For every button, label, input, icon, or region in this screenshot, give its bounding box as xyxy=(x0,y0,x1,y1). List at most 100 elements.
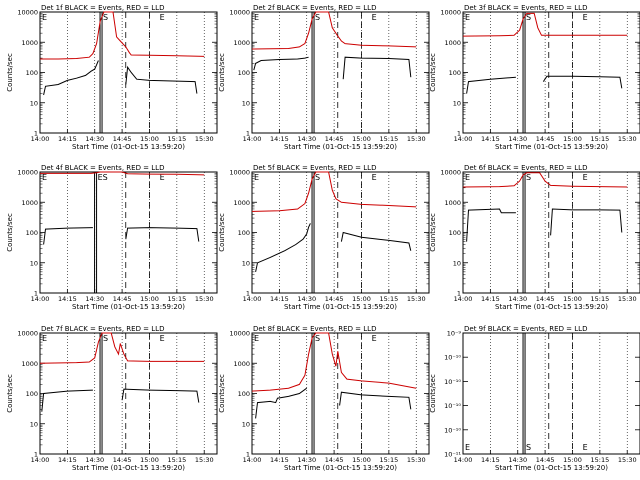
x-tick-label: 14:15 xyxy=(270,135,289,143)
x-tick-label: 14:45 xyxy=(536,295,555,303)
plot-frame xyxy=(462,171,640,294)
x-axis-label: Start Time (01-Oct-15 13:59:20) xyxy=(284,303,397,311)
interval-marker-label: S xyxy=(526,13,531,22)
x-tick-label: 15:00 xyxy=(352,135,371,143)
x-tick-label: 15:15 xyxy=(379,135,398,143)
series-line-events xyxy=(253,56,412,80)
y-tick-label: 1 xyxy=(246,290,250,298)
y-tick-label: 10⁻¹⁰ xyxy=(444,378,461,386)
y-tick-label: 1000 xyxy=(21,360,38,368)
series-line-events xyxy=(41,388,200,412)
chart-panel: Det 7f BLACK = Events, RED = LLD 14:00 14:… xyxy=(6,325,218,472)
interval-marker-label: E xyxy=(372,13,377,22)
interval-marker-label: E xyxy=(160,13,165,22)
series-line-lld xyxy=(251,11,417,50)
x-tick-label: 15:00 xyxy=(140,295,159,303)
series-line-lld xyxy=(462,12,628,37)
x-tick-label: 14:30 xyxy=(508,295,527,303)
x-tick-label: 14:30 xyxy=(297,456,316,464)
y-tick-label: 10000 xyxy=(17,330,38,338)
x-tick-label: 14:45 xyxy=(536,456,555,464)
plot-frame xyxy=(462,332,640,455)
x-tick-label: 15:30 xyxy=(618,456,637,464)
chart-panel: Det 3f BLACK = Events, RED = LLD 14:00 14:… xyxy=(429,4,640,151)
y-tick-label: 10 xyxy=(453,99,461,107)
chart-title: Det 5f BLACK = Events, RED = LLD xyxy=(253,164,376,172)
x-tick-label: 14:15 xyxy=(58,295,77,303)
y-tick-label: 10 xyxy=(242,99,250,107)
series-line-events xyxy=(466,75,623,94)
chart-panel: Det 8f BLACK = Events, RED = LLD 14:00 14:… xyxy=(218,325,430,472)
y-tick-label: 10 xyxy=(30,259,38,267)
x-tick-label: 15:15 xyxy=(167,295,186,303)
y-axis-label: Counts/sec xyxy=(218,53,226,92)
x-tick-label: 14:45 xyxy=(113,295,132,303)
x-tick-label: 15:30 xyxy=(195,135,214,143)
y-axis-label: Counts/sec xyxy=(429,53,437,92)
x-tick-label: 14:45 xyxy=(113,456,132,464)
interval-marker-label: E xyxy=(465,173,470,182)
y-tick-label: 1000 xyxy=(444,39,461,47)
x-tick-label: 14:00 xyxy=(243,135,262,143)
x-axis-label: Start Time (01-Oct-15 13:59:20) xyxy=(284,464,397,472)
x-tick-label: 15:30 xyxy=(407,295,426,303)
y-tick-label: 10000 xyxy=(229,330,250,338)
x-axis-label: Start Time (01-Oct-15 13:59:20) xyxy=(284,143,397,151)
interval-marker-label: E xyxy=(372,334,377,343)
series-line-lld xyxy=(40,171,205,176)
interval-marker-label: S xyxy=(315,13,320,22)
y-axis-label: Counts/sec xyxy=(218,374,226,413)
y-axis-label: Counts/sec xyxy=(6,213,14,252)
interval-marker-label: S xyxy=(526,173,531,182)
x-tick-label: 14:15 xyxy=(481,135,500,143)
x-tick-label: 14:00 xyxy=(454,456,473,464)
x-tick-label: 14:00 xyxy=(31,295,50,303)
chart-title: Det 2f BLACK = Events, RED = LLD xyxy=(253,4,376,12)
x-tick-label: 14:30 xyxy=(297,295,316,303)
y-tick-label: 10000 xyxy=(440,169,461,177)
y-tick-label: 100 xyxy=(238,69,250,77)
chart-title: Det 8f BLACK = Events, RED = LLD xyxy=(253,325,376,333)
x-tick-label: 15:00 xyxy=(563,456,582,464)
x-tick-label: 15:00 xyxy=(352,295,371,303)
x-tick-label: 15:30 xyxy=(195,295,214,303)
plot-frame xyxy=(251,11,430,134)
interval-marker-label: E xyxy=(583,13,588,22)
series-line-lld xyxy=(251,332,417,392)
interval-marker-label: E xyxy=(583,443,588,452)
x-tick-label: 14:15 xyxy=(58,456,77,464)
chart-panel: Det 2f BLACK = Events, RED = LLD 14:00 14:… xyxy=(218,4,430,151)
chart-title: Det 9f BLACK = Events, RED = LLD xyxy=(464,325,587,333)
plot-frame xyxy=(39,332,218,455)
interval-marker-label: S xyxy=(315,334,320,343)
x-tick-label: 14:30 xyxy=(85,456,104,464)
x-tick-label: 15:15 xyxy=(167,135,186,143)
x-tick-label: 14:30 xyxy=(508,135,527,143)
interval-marker-label: E xyxy=(254,13,259,22)
chart-panel: Det 5f BLACK = Events, RED = LLD 14:00 14:… xyxy=(218,164,430,311)
y-tick-label: 100 xyxy=(238,229,250,237)
x-tick-label: 14:15 xyxy=(270,456,289,464)
x-tick-label: 14:45 xyxy=(113,135,132,143)
chart-title: Det 6f BLACK = Events, RED = LLD xyxy=(464,164,587,172)
x-axis-label: Start Time (01-Oct-15 13:59:20) xyxy=(495,143,608,151)
interval-marker-label: E xyxy=(465,443,470,452)
y-axis-label: Counts/sec xyxy=(429,213,437,252)
y-tick-label: 10⁻¹⁰ xyxy=(444,426,461,434)
x-tick-label: 15:30 xyxy=(618,295,637,303)
y-axis-label: Counts/sec xyxy=(429,374,437,413)
plot-frame xyxy=(462,11,640,134)
x-tick-label: 15:15 xyxy=(590,295,609,303)
interval-marker-label: E xyxy=(372,173,377,182)
y-tick-label: 1 xyxy=(246,451,250,459)
x-tick-label: 14:30 xyxy=(85,135,104,143)
interval-marker-label: E xyxy=(465,13,470,22)
x-tick-label: 14:00 xyxy=(243,295,262,303)
y-tick-label: 1000 xyxy=(233,199,250,207)
y-tick-label: 1 xyxy=(34,130,38,138)
x-tick-label: 14:45 xyxy=(325,295,344,303)
x-tick-label: 14:15 xyxy=(481,456,500,464)
x-tick-label: 15:15 xyxy=(379,295,398,303)
x-tick-label: 15:30 xyxy=(618,135,637,143)
